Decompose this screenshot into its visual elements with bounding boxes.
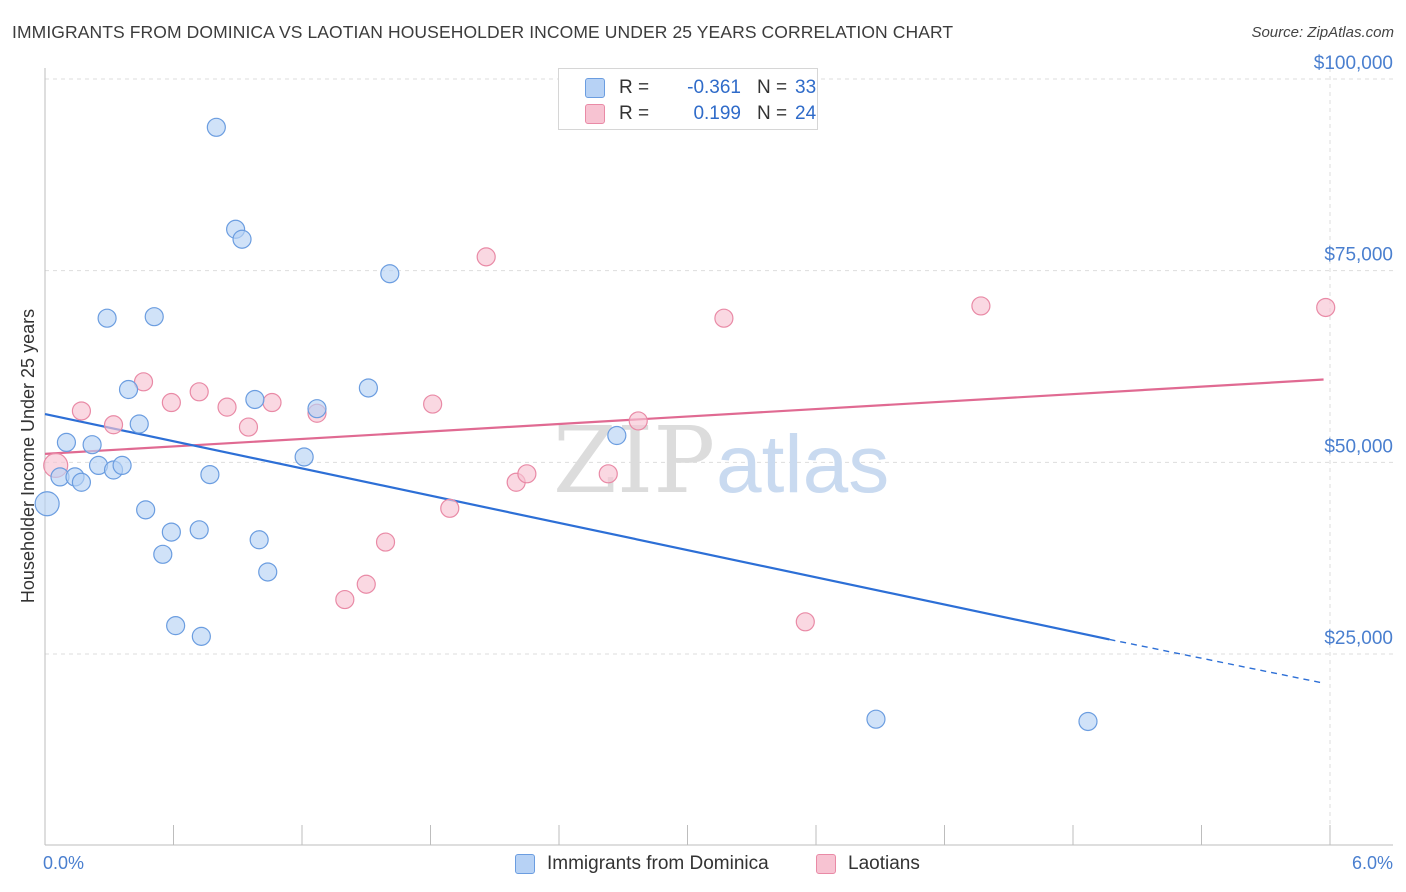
data-point (249, 530, 269, 550)
r-value: 0.199 (693, 103, 741, 124)
axes (44, 68, 1393, 846)
legend-label-dominica: Immigrants from Dominica (547, 853, 769, 874)
data-point (375, 532, 396, 552)
x-ticks (44, 825, 1331, 845)
data-point (238, 417, 259, 437)
data-point (356, 574, 376, 594)
r-value: -0.361 (687, 77, 741, 98)
legend-swatch-dominica (515, 854, 535, 874)
y-tick-label: $75,000 (1324, 245, 1393, 266)
data-point (476, 247, 496, 267)
y-axis-label: Householder Income Under 25 years (18, 309, 38, 603)
data-point (795, 612, 815, 632)
data-point (34, 491, 60, 517)
data-point (189, 520, 209, 540)
n-label: N = (757, 77, 788, 98)
data-point (103, 415, 124, 435)
data-point (866, 709, 886, 729)
data-point (206, 117, 226, 137)
legend-swatch-laotians (816, 854, 836, 874)
stats-legend: R = -0.361 N = 33 R = 0.199 N = 24 (558, 68, 818, 130)
swatch-dominica (585, 78, 605, 98)
data-point (129, 414, 149, 434)
data-point (423, 394, 443, 414)
data-point (245, 389, 265, 410)
data-point (307, 399, 327, 419)
data-point (440, 498, 460, 518)
y-tick-label: $100,000 (1314, 53, 1393, 74)
data-point (191, 626, 211, 646)
legend-label-laotians: Laotians (848, 853, 920, 874)
data-point (200, 465, 220, 485)
trend-lines (44, 378, 1324, 684)
n-value: 24 (795, 103, 817, 124)
data-point (217, 397, 237, 417)
y-tick-label: $25,000 (1324, 628, 1393, 649)
data-point (97, 308, 117, 328)
data-point (161, 522, 181, 542)
data-point (144, 307, 164, 327)
source-credit: Source: ZipAtlas.com (1251, 24, 1394, 41)
data-point (971, 296, 991, 316)
x-tick-label: 0.0% (43, 853, 84, 873)
data-point (153, 544, 173, 564)
n-value: 33 (795, 77, 817, 98)
y-tick-label: $50,000 (1324, 436, 1393, 457)
data-point (118, 379, 139, 400)
data-point (112, 455, 132, 475)
data-point (517, 464, 537, 484)
data-point (598, 464, 618, 484)
data-point (133, 372, 154, 392)
series-laotians-points (43, 247, 1336, 632)
data-point (136, 500, 156, 520)
data-point (380, 264, 400, 284)
data-point (166, 616, 186, 636)
x-tick-label: 6.0% (1352, 853, 1393, 873)
data-point (71, 401, 92, 421)
r-label: R = (619, 103, 650, 124)
data-point (56, 432, 77, 452)
watermark: ZIP atlas (553, 407, 889, 514)
data-point (189, 382, 209, 402)
trend-line-dominica-extension (1109, 638, 1324, 684)
series-dominica-points (34, 117, 1098, 732)
data-point (71, 472, 92, 492)
data-point (294, 447, 314, 467)
watermark-atlas: atlas (716, 419, 889, 510)
data-point (232, 229, 252, 249)
chart-title: IMMIGRANTS FROM DOMINICA VS LAOTIAN HOUS… (12, 22, 954, 42)
data-point (82, 435, 102, 455)
swatch-laotians (585, 104, 605, 124)
data-point (714, 308, 734, 328)
data-point (262, 392, 282, 413)
data-point (335, 589, 355, 610)
n-label: N = (757, 103, 788, 124)
trend-line-dominica (44, 412, 1110, 641)
data-point (1316, 297, 1336, 318)
data-point (358, 378, 378, 398)
trend-line-laotians (44, 378, 1324, 455)
series-legend: Immigrants from Dominica Laotians (0, 852, 1406, 878)
r-label: R = (619, 77, 650, 98)
data-point (628, 411, 648, 431)
x-tick-labels: 0.0% 6.0% (43, 853, 1393, 873)
data-point (161, 392, 181, 413)
y-tick-labels: $25,000 $50,000 $75,000 $100,000 (1314, 53, 1393, 649)
data-point (1078, 711, 1098, 732)
data-point (607, 425, 627, 446)
data-point (258, 562, 278, 582)
